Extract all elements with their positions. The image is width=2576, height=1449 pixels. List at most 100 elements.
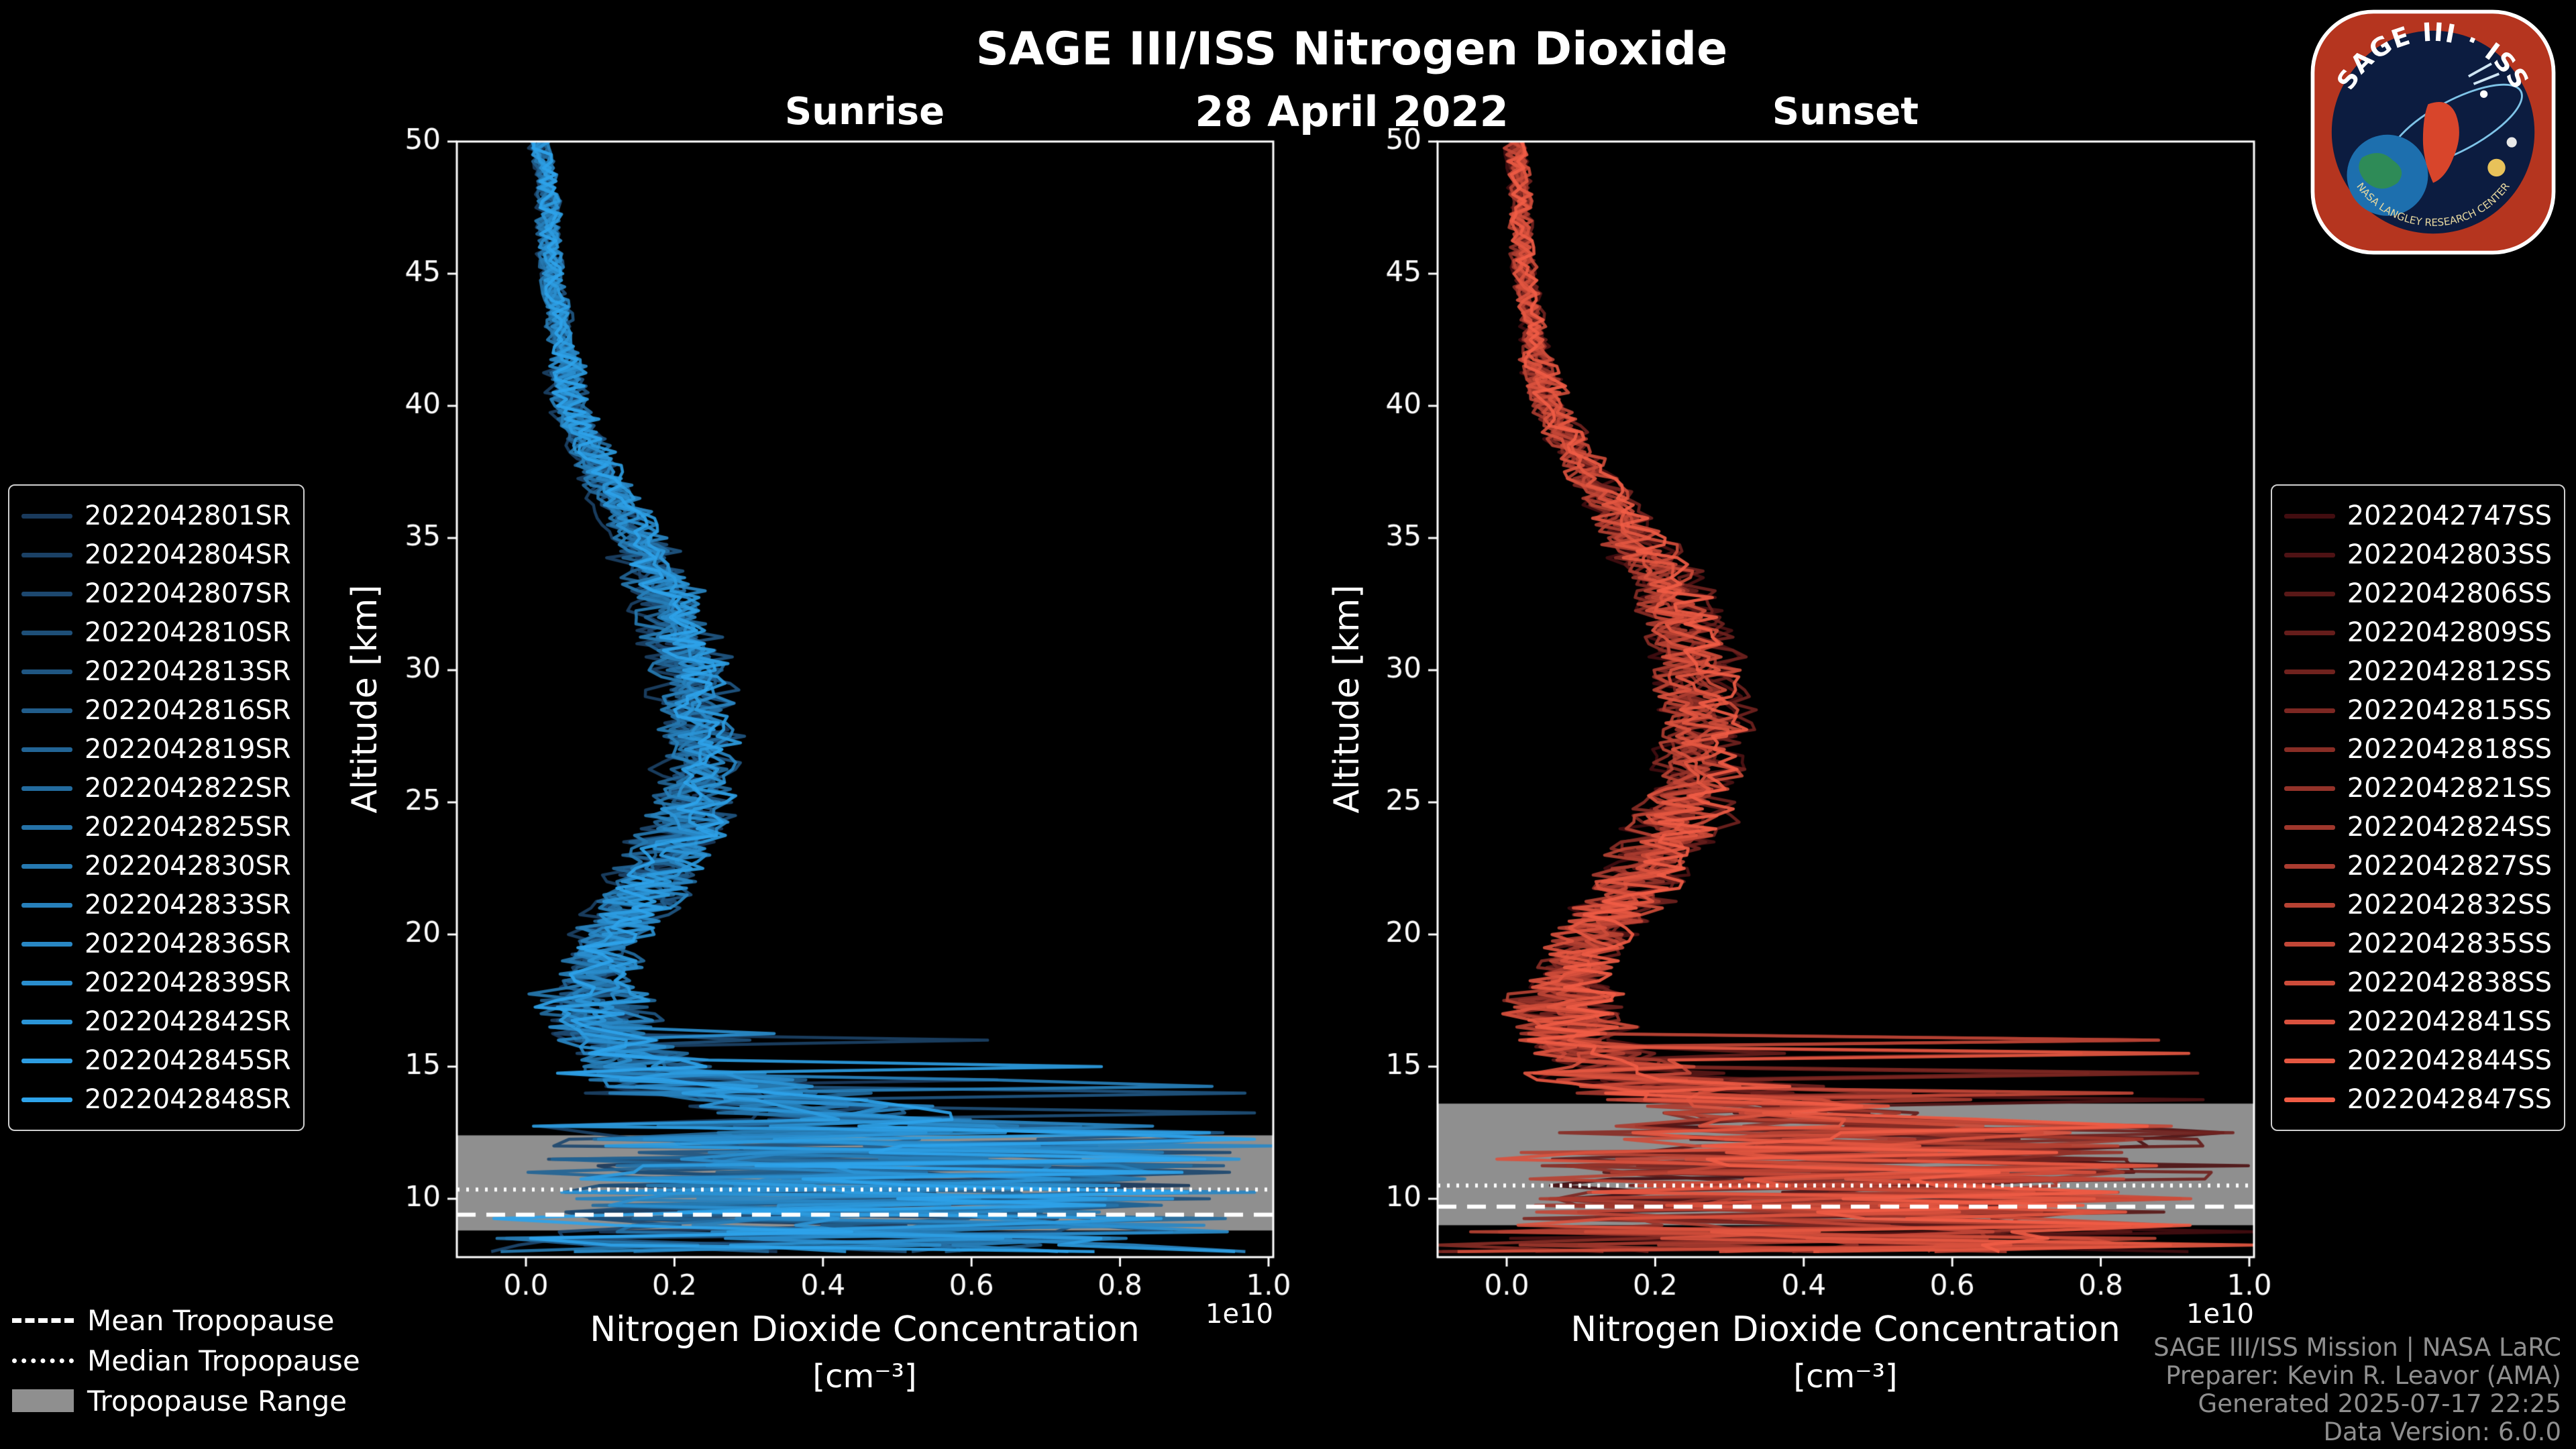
legend-entry: 2022042818SS: [2284, 730, 2552, 769]
legend-entry: 2022042810SR: [21, 613, 291, 652]
xlabel-sunset: Nitrogen Dioxide Concentration: [1570, 1309, 2121, 1350]
footer-version: Data Version: 6.0.0: [2323, 1417, 2561, 1446]
chart-date: 28 April 2022: [1195, 87, 1509, 136]
legend-entry: 2022042827SS: [2284, 847, 2552, 885]
legend-label: 2022042848SR: [85, 1084, 291, 1115]
planet-dot: [2487, 158, 2506, 177]
range-patch-swatch: [12, 1389, 74, 1412]
legend-line-swatch: [2284, 591, 2335, 596]
legend-label: 2022042819SR: [85, 734, 291, 765]
x-offset-sunrise: 1e10: [1205, 1299, 1273, 1330]
legend-line-swatch: [2284, 941, 2335, 947]
legend-entry: 2022042835SS: [2284, 924, 2552, 963]
legend-label: 2022042747SS: [2347, 500, 2552, 531]
legend-line-swatch: [2284, 902, 2335, 908]
satellite-icon: [2468, 62, 2500, 85]
legend-label: 2022042832SS: [2347, 890, 2552, 920]
legend-label: 2022042833SR: [85, 890, 291, 920]
legend-label: 2022042815SS: [2347, 695, 2552, 726]
legend-line-swatch: [21, 902, 72, 908]
legend-entry: 2022042813SR: [21, 652, 291, 691]
footer-preparer: Preparer: Kevin R. Leavor (AMA): [2165, 1361, 2561, 1390]
legend-label: 2022042822SR: [85, 773, 291, 804]
legend-entry: 2022042806SS: [2284, 574, 2552, 613]
star-dot: [2479, 90, 2488, 98]
legend-line-swatch: [2284, 786, 2335, 791]
legend-line-swatch: [21, 669, 72, 674]
legend-line-swatch: [21, 1019, 72, 1024]
footer-credits: SAGE III/ISS Mission | NASA LaRC Prepare…: [2153, 1334, 2561, 1446]
xlabel-sunrise: Nitrogen Dioxide Concentration: [590, 1309, 1140, 1350]
moon-dot: [2506, 137, 2517, 148]
legend-line-swatch: [21, 1058, 72, 1063]
legend-label: 2022042842SR: [85, 1006, 291, 1037]
xunits-sunset: [cm⁻³]: [1793, 1358, 1898, 1395]
legend-line-swatch: [2284, 863, 2335, 869]
legend-sunset: 2022042747SS 2022042803SS 2022042806SS 2022…: [2270, 484, 2565, 1131]
legend-line-swatch: [2284, 630, 2335, 635]
legend-label: 2022042830SR: [85, 851, 291, 881]
legend-label: 2022042806SS: [2347, 578, 2552, 609]
legend-entry: 2022042803SS: [2284, 535, 2552, 574]
legend-line-swatch: [21, 708, 72, 713]
legend-line-swatch: [2284, 513, 2335, 519]
legend-entry: 2022042815SS: [2284, 691, 2552, 730]
legend-entry: 2022042747SS: [2284, 496, 2552, 535]
page-title: SAGE III/ISS Nitrogen Dioxide: [975, 23, 1728, 76]
legend-entry: 2022042819SR: [21, 730, 291, 769]
legend-entry: 2022042844SS: [2284, 1041, 2552, 1080]
legend-entry: 2022042836SR: [21, 924, 291, 963]
legend-line-swatch: [21, 747, 72, 752]
legend-entry: 2022042838SS: [2284, 963, 2552, 1002]
legend-line-swatch: [21, 863, 72, 869]
legend-label: 2022042821SS: [2347, 773, 2552, 804]
legend-line-swatch: [21, 513, 72, 519]
footer-generated: Generated 2025-07-17 22:25: [2198, 1389, 2561, 1418]
legend-entry: 2022042804SR: [21, 535, 291, 574]
legend-entry: 2022042822SR: [21, 769, 291, 808]
legend-entry: 2022042833SR: [21, 885, 291, 924]
legend-label: 2022042824SS: [2347, 812, 2552, 843]
legend-line-swatch: [21, 1097, 72, 1102]
legend-entry: 2022042809SS: [2284, 613, 2552, 652]
legend-label: 2022042818SS: [2347, 734, 2552, 765]
legend-label: 2022042836SR: [85, 928, 291, 959]
legend-label: Tropopause Range: [87, 1384, 347, 1417]
legend-label: 2022042810SR: [85, 617, 291, 648]
legend-entry-tropopause-range: Tropopause Range: [12, 1381, 360, 1421]
legend-entry-median-tropopause: Median Tropopause: [12, 1340, 360, 1381]
legend-entry: 2022042801SR: [21, 496, 291, 535]
panel-title-sunrise: Sunrise: [784, 90, 945, 133]
legend-label: 2022042801SR: [85, 500, 291, 531]
legend-line-swatch: [2284, 824, 2335, 830]
legend-label: 2022042844SS: [2347, 1045, 2552, 1076]
legend-line-swatch: [21, 630, 72, 635]
x-offset-sunset: 1e10: [2186, 1299, 2254, 1330]
legend-line-swatch: [2284, 1019, 2335, 1024]
legend-label: Median Tropopause: [87, 1344, 360, 1377]
legend-entry: 2022042832SS: [2284, 885, 2552, 924]
legend-line-swatch: [21, 824, 72, 830]
ylabel-sunrise: Altitude [km]: [345, 584, 385, 814]
legend-label: 2022042841SS: [2347, 1006, 2552, 1037]
legend-label: 2022042809SS: [2347, 617, 2552, 648]
legend-label: 2022042835SS: [2347, 928, 2552, 959]
legend-label: 2022042813SR: [85, 656, 291, 687]
legend-label: 2022042825SR: [85, 812, 291, 843]
dotted-line-swatch: [12, 1358, 74, 1363]
legend-label: 2022042847SS: [2347, 1084, 2552, 1115]
legend-label: 2022042827SS: [2347, 851, 2552, 881]
legend-entry: 2022042847SS: [2284, 1080, 2552, 1119]
tropopause-legend: Mean Tropopause Median Tropopause Tropop…: [12, 1300, 360, 1421]
legend-entry: 2022042824SS: [2284, 808, 2552, 847]
legend-entry: 2022042825SR: [21, 808, 291, 847]
legend-entry-mean-tropopause: Mean Tropopause: [12, 1300, 360, 1340]
legend-line-swatch: [2284, 552, 2335, 557]
legend-line-swatch: [2284, 708, 2335, 713]
sage-iii-iss-logo: SAGE III · ISS NASA LANGLEY RESEARCH CEN…: [2310, 9, 2556, 255]
legend-entry: 2022042830SR: [21, 847, 291, 885]
legend-label: 2022042804SR: [85, 539, 291, 570]
dashed-line-swatch: [12, 1318, 74, 1323]
legend-sunrise: 2022042801SR 2022042804SR 2022042807SR 2022…: [8, 484, 305, 1131]
